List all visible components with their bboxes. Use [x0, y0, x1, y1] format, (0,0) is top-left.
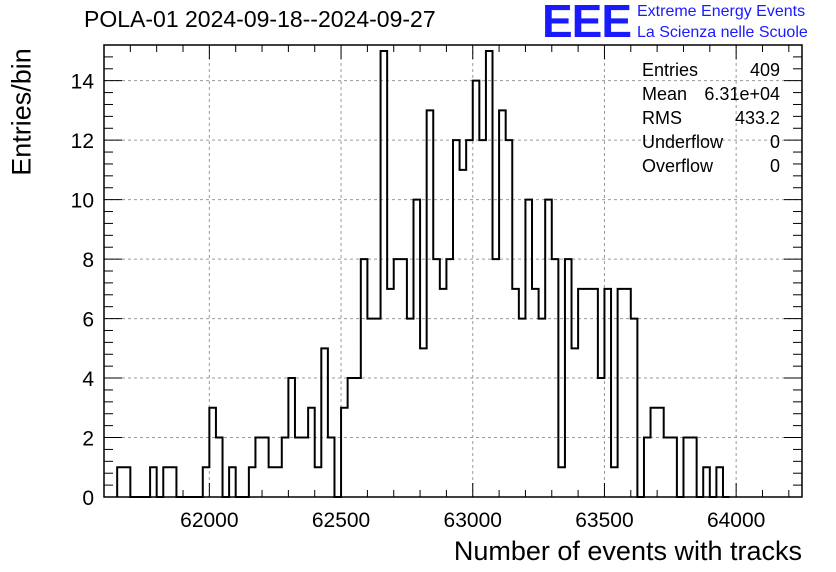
- histogram-bin: [539, 319, 546, 497]
- stats-value: 409: [749, 60, 780, 80]
- histogram-bin: [611, 467, 618, 497]
- histogram-bin: [585, 289, 592, 497]
- histogram-bin: [572, 348, 579, 497]
- stats-label: Overflow: [642, 156, 714, 176]
- x-tick-label: 64000: [707, 509, 765, 532]
- x-tick-label: 62000: [180, 509, 238, 532]
- histogram-bin: [512, 289, 519, 497]
- y-tick-label: 14: [71, 71, 95, 94]
- histogram-bin: [302, 438, 309, 497]
- histogram-bin: [420, 348, 427, 497]
- stats-label: Underflow: [642, 132, 724, 152]
- x-tick-label: 63000: [444, 509, 502, 532]
- logo-line-2: La Scienza nelle Scuole: [637, 24, 808, 41]
- histogram-bin: [473, 81, 480, 497]
- histogram-outline: [116, 49, 730, 498]
- stats-row-entries: Entries 409: [642, 58, 780, 82]
- y-tick-label: 2: [82, 428, 94, 451]
- stats-row-rms: RMS 433.2: [642, 106, 780, 130]
- y-axis-label: Entries/bin: [6, 48, 37, 176]
- x-tick-label: 62500: [312, 509, 370, 532]
- x-tick-label: 63500: [575, 509, 633, 532]
- histogram-bin: [460, 170, 467, 497]
- stats-value: 0: [769, 156, 780, 176]
- y-tick-label: 0: [82, 487, 94, 510]
- histogram-bin: [519, 319, 526, 497]
- stats-label: RMS: [642, 108, 682, 128]
- eee-logo: EEE: [542, 0, 632, 47]
- y-tick-labels: 0 2 4 6 8 10 12 14: [71, 71, 95, 510]
- stats-row-overflow: Overflow 0: [642, 154, 780, 178]
- histogram-bin: [269, 467, 276, 497]
- histogram-bin: [367, 319, 374, 497]
- y-tick-label: 4: [82, 368, 94, 391]
- histogram-bin: [440, 289, 447, 497]
- histogram-bin: [295, 438, 302, 497]
- x-axis-label: Number of events with tracks: [453, 536, 802, 566]
- y-tick-label: 10: [71, 190, 94, 213]
- stats-value: 433.2: [734, 108, 780, 128]
- logo-line-1: Extreme Energy Events: [637, 3, 806, 20]
- histogram-bin: [624, 289, 631, 497]
- histogram-bin: [407, 319, 414, 497]
- histogram-bin: [558, 467, 565, 497]
- stats-value: 6.31e+04: [704, 84, 780, 104]
- y-tick-label: 6: [82, 309, 94, 332]
- x-tick-labels: 62000 62500 63000 63500 64000: [180, 509, 765, 532]
- histogram-bin: [374, 319, 381, 497]
- histogram-bin: [664, 438, 671, 497]
- histogram-bin: [532, 289, 539, 497]
- stats-row-mean: Mean 6.31e+04: [642, 82, 780, 106]
- chart-title: POLA-01 2024-09-18--2024-09-27: [84, 6, 436, 32]
- histogram-bin: [387, 289, 394, 497]
- stats-value: 0: [769, 132, 780, 152]
- y-tick-label: 12: [71, 130, 94, 153]
- stats-row-underflow: Underflow 0: [642, 130, 780, 154]
- histogram-bin: [315, 467, 322, 497]
- y-tick-label: 8: [82, 249, 94, 272]
- stats-box: Entries 409 Mean 6.31e+04 RMS 433.2 Unde…: [642, 58, 780, 178]
- histogram-bin: [275, 467, 282, 497]
- axis-ticks: [103, 45, 802, 498]
- stats-label: Mean: [642, 84, 688, 104]
- stats-label: Entries: [642, 60, 699, 80]
